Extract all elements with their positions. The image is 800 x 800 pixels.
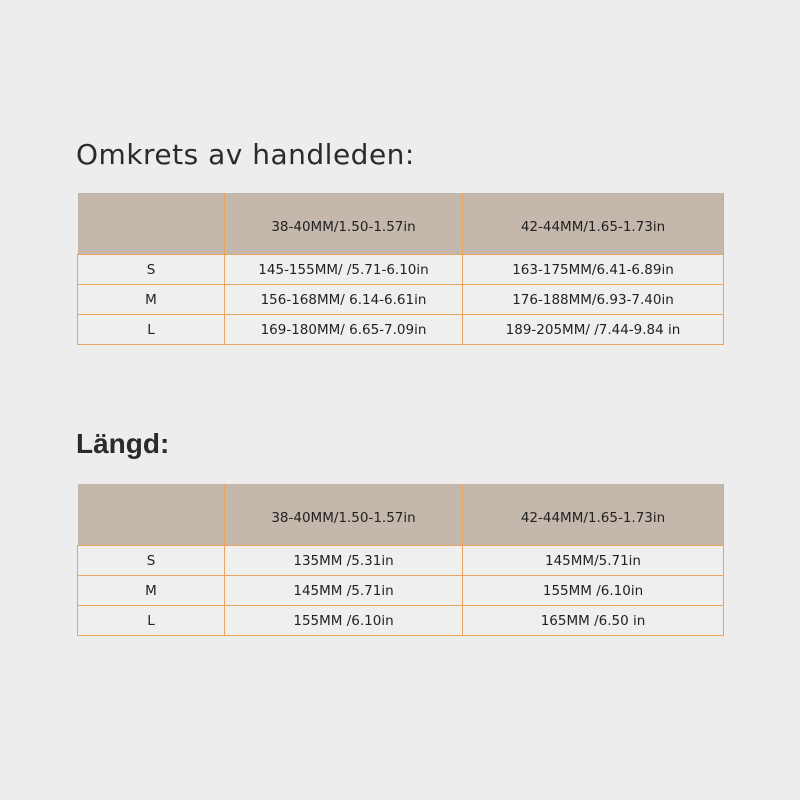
table-row: L 169-180MM/ 6.65-7.09in 189-205MM/ /7.4… — [77, 314, 724, 345]
value-cell: 145MM/5.71in — [462, 545, 724, 576]
value-cell: 155MM /6.10in — [462, 575, 724, 606]
table-row: M 156-168MM/ 6.14-6.61in 176-188MM/6.93-… — [77, 284, 724, 315]
size-cell: S — [77, 545, 225, 576]
table-row: S 135MM /5.31in 145MM/5.71in — [77, 545, 724, 576]
value-cell: 156-168MM/ 6.14-6.61in — [224, 284, 463, 315]
wrist-circumference-title: Omkrets av handleden: — [76, 138, 415, 171]
size-cell: S — [77, 254, 225, 285]
size-cell: L — [77, 605, 225, 636]
value-cell: 176-188MM/6.93-7.40in — [462, 284, 724, 315]
wrist-circumference-table: 38-40MM/1.50-1.57in 42-44MM/1.65-1.73in … — [77, 193, 724, 345]
value-cell: 165MM /6.50 in — [462, 605, 724, 636]
size-cell: M — [77, 575, 225, 606]
header-cell-empty — [77, 484, 225, 546]
value-cell: 145MM /5.71in — [224, 575, 463, 606]
table-row: L 155MM /6.10in 165MM /6.50 in — [77, 605, 724, 636]
length-title: Längd: — [76, 428, 170, 459]
value-cell: 189-205MM/ /7.44-9.84 in — [462, 314, 724, 345]
table-row: S 145-155MM/ /5.71-6.10in 163-175MM/6.41… — [77, 254, 724, 285]
table-header-row: 38-40MM/1.50-1.57in 42-44MM/1.65-1.73in — [77, 484, 724, 546]
size-cell: L — [77, 314, 225, 345]
length-table: 38-40MM/1.50-1.57in 42-44MM/1.65-1.73in … — [77, 484, 724, 636]
value-cell: 155MM /6.10in — [224, 605, 463, 636]
header-cell-42-44: 42-44MM/1.65-1.73in — [462, 193, 724, 255]
size-cell: M — [77, 284, 225, 315]
value-cell: 145-155MM/ /5.71-6.10in — [224, 254, 463, 285]
header-cell-empty — [77, 193, 225, 255]
table-row: M 145MM /5.71in 155MM /6.10in — [77, 575, 724, 606]
value-cell: 163-175MM/6.41-6.89in — [462, 254, 724, 285]
header-cell-38-40: 38-40MM/1.50-1.57in — [224, 193, 463, 255]
table-header-row: 38-40MM/1.50-1.57in 42-44MM/1.65-1.73in — [77, 193, 724, 255]
value-cell: 135MM /5.31in — [224, 545, 463, 576]
value-cell: 169-180MM/ 6.65-7.09in — [224, 314, 463, 345]
header-cell-42-44: 42-44MM/1.65-1.73in — [462, 484, 724, 546]
header-cell-38-40: 38-40MM/1.50-1.57in — [224, 484, 463, 546]
